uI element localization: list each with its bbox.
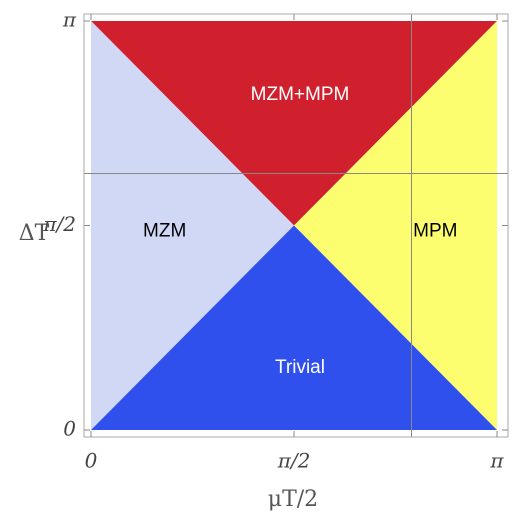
y-tick-label: π [62,8,77,32]
region [91,225,497,430]
y-tick-label: π/2 [42,212,76,236]
x-tick-label: π/2 [277,449,311,473]
region-label: MZM+MPM [251,84,350,105]
x-axis-label: μT/2 [268,487,318,512]
region-label: MZM [143,221,186,242]
region [91,21,497,226]
y-tick-label: 0 [63,417,76,441]
x-tick-label: π [489,449,504,473]
region [294,21,497,430]
y-axis-label: ΔT [19,221,50,246]
x-tick-label: 0 [85,449,98,473]
region-label: Trivial [275,357,325,378]
region-label: MPM [413,221,457,242]
region [91,21,295,430]
